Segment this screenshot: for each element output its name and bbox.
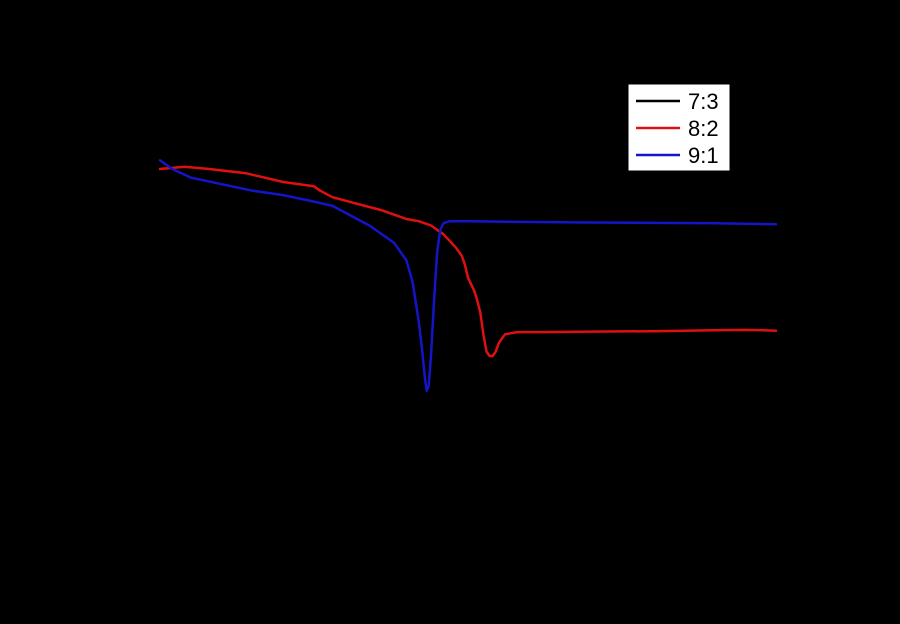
series-line-8-2: [158, 165, 778, 358]
series-line-9-1: [158, 159, 778, 393]
legend-label-8-2: 8:2: [688, 116, 719, 141]
legend-label-7-3: 7:3: [688, 89, 719, 114]
legend-label-9-1: 9:1: [688, 143, 719, 168]
legend: 7:38:29:1: [627, 83, 731, 172]
series-line-7-3: [158, 267, 778, 423]
plot-area: [158, 159, 778, 423]
